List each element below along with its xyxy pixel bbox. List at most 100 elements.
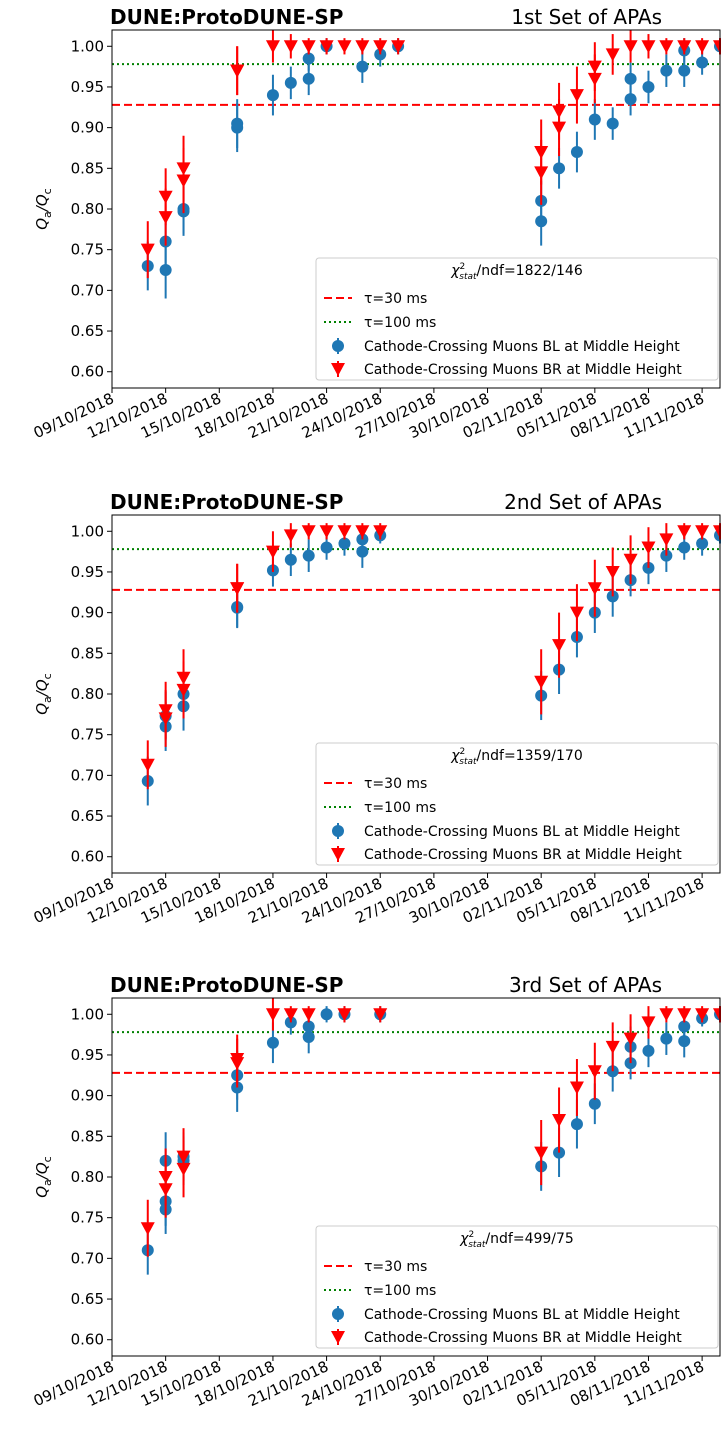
data-point <box>569 606 584 620</box>
y-tick-label: 1.00 <box>71 522 104 540</box>
y-tick-label: 0.60 <box>71 363 104 381</box>
y-tick-label: 0.85 <box>71 644 104 662</box>
data-point <box>534 675 549 689</box>
data-point <box>695 1008 710 1022</box>
y-tick-label: 0.75 <box>71 241 104 259</box>
data-point <box>356 60 369 73</box>
data-point <box>391 40 406 54</box>
y-axis-label: Qa/Qc <box>33 188 54 230</box>
chart-subtitle: 1st Set of APAs <box>511 5 662 29</box>
data-point <box>660 64 673 77</box>
y-axis-label-part: Q <box>33 1186 51 1198</box>
annotation-symbol: χ <box>459 1231 469 1247</box>
data-point <box>159 264 172 277</box>
y-tick-label: 1.00 <box>71 37 104 55</box>
data-point <box>230 64 245 78</box>
data-point <box>552 639 567 653</box>
data-point <box>623 40 638 54</box>
legend-box <box>315 742 719 866</box>
data-point <box>587 60 602 74</box>
annotation-sup: 2 <box>460 747 466 757</box>
annotation-sub: stat <box>468 1240 486 1250</box>
data-point <box>302 72 315 85</box>
data-point <box>535 215 548 228</box>
y-tick-label: 0.80 <box>71 685 104 703</box>
data-point <box>265 1008 280 1022</box>
plot-frame <box>111 997 721 1357</box>
data-point <box>337 525 352 539</box>
plot-frame <box>111 29 721 389</box>
data-point <box>713 525 721 539</box>
data-point <box>624 1057 637 1070</box>
data-point <box>624 72 637 85</box>
data-point <box>283 40 298 54</box>
legend-label: Cathode-Crossing Muons BL at Middle Heig… <box>364 824 680 840</box>
y-tick-label: 0.95 <box>71 78 104 96</box>
legend-label: Cathode-Crossing Muons BR at Middle Heig… <box>364 847 682 863</box>
data-point <box>302 52 315 65</box>
y-tick-label: 0.80 <box>71 200 104 218</box>
data-point <box>552 1114 567 1128</box>
y-axis-label-part: a <box>41 211 54 218</box>
y-axis-label: Qa/Qc <box>33 1156 54 1198</box>
legend-box <box>315 1225 719 1349</box>
legend-box <box>315 257 719 381</box>
data-point <box>623 553 638 567</box>
chart-panel: DUNE:ProtoDUNE-SP 2nd Set of APAs 0.60 0.65… <box>31 490 721 927</box>
y-axis-label-part: c <box>41 188 54 194</box>
data-point <box>158 1183 173 1197</box>
data-point <box>552 121 567 135</box>
data-point <box>570 1118 583 1131</box>
y-tick-label: 0.85 <box>71 1127 104 1145</box>
legend-label: τ=100 ms <box>364 800 436 816</box>
legend-marker <box>331 848 345 861</box>
data-point <box>176 1150 191 1164</box>
data-point <box>355 525 370 539</box>
data-point <box>319 40 334 54</box>
y-tick-label: 0.80 <box>71 1168 104 1186</box>
y-axis-label-part: /Q <box>33 679 51 698</box>
data-point <box>570 146 583 159</box>
data-point <box>678 541 691 554</box>
data-point <box>356 545 369 558</box>
data-point <box>605 48 620 62</box>
annotation-sup: 2 <box>460 262 466 272</box>
data-point <box>355 40 370 54</box>
data-point <box>176 174 191 188</box>
data-point <box>552 105 567 119</box>
data-point <box>587 1065 602 1079</box>
data-point <box>337 1008 352 1022</box>
annotation-symbol: χ <box>450 263 460 279</box>
chart-title: DUNE:ProtoDUNE-SP <box>110 973 343 997</box>
legend-annotation: χ2 stat/ndf=499/75 <box>459 1230 574 1250</box>
data-point <box>302 549 315 562</box>
annotation-text: /ndf=1359/170 <box>477 748 583 764</box>
data-point <box>606 117 619 130</box>
data-point <box>713 40 721 54</box>
legend-annotation: χ2 stat/ndf=1359/170 <box>450 747 583 767</box>
data-point <box>231 117 244 130</box>
data-point <box>320 1008 333 1021</box>
data-point <box>176 1162 191 1176</box>
data-point <box>140 1222 155 1236</box>
data-point <box>301 1008 316 1022</box>
data-point <box>695 525 710 539</box>
y-tick-label: 0.75 <box>71 726 104 744</box>
legend-label: Cathode-Crossing Muons BL at Middle Heig… <box>364 339 680 355</box>
data-point <box>677 1008 692 1022</box>
y-axis-label-part: c <box>41 1156 54 1162</box>
legend-marker <box>332 340 344 352</box>
legend-marker <box>331 363 345 376</box>
y-tick-label: 0.65 <box>71 322 104 340</box>
y-tick-label: 0.60 <box>71 1331 104 1349</box>
y-axis-label-part: /Q <box>33 194 51 213</box>
data-point <box>553 162 566 175</box>
y-axis-label-part: a <box>41 696 54 703</box>
data-point <box>553 1146 566 1159</box>
data-point <box>677 40 692 54</box>
data-point <box>678 64 691 77</box>
data-point <box>623 1032 638 1046</box>
data-point <box>696 537 709 550</box>
data-point <box>140 243 155 257</box>
data-point <box>301 40 316 54</box>
